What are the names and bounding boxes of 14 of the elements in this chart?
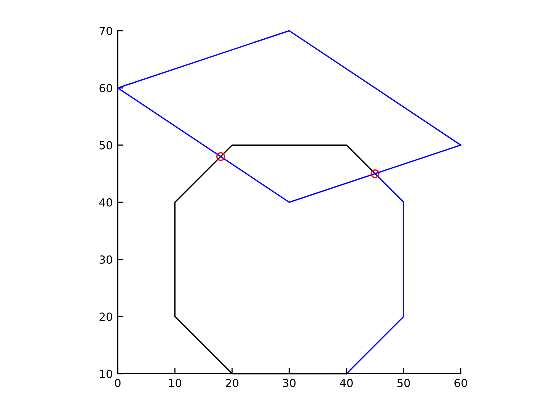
x-tick-label: 60	[454, 379, 468, 388]
y-tick-label: 10	[100, 370, 112, 378]
y-tick-label: 30	[100, 256, 112, 264]
y-tick-label: 70	[100, 26, 112, 36]
x-tick-label: 0	[115, 379, 121, 388]
y-tick-label: 20	[100, 312, 112, 322]
y-tick-label: 60	[100, 84, 112, 93]
y-tick-label: 50	[100, 141, 112, 150]
x-tick-label: 10	[169, 379, 182, 388]
y-tick-label: 40	[100, 198, 112, 207]
x-tick-label: 50	[398, 379, 410, 388]
x-tick-label: 20	[226, 379, 239, 388]
x-tick-label: 30	[283, 379, 296, 388]
x-tick-label: 40	[340, 379, 353, 388]
